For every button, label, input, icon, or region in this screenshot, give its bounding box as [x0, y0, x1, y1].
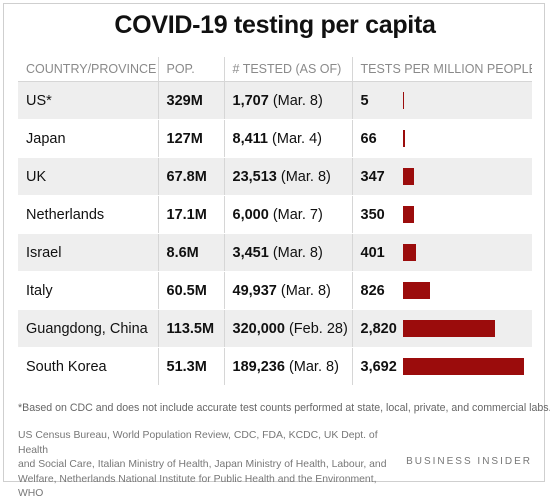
tested-cell: 23,513 (Mar. 8): [223, 157, 352, 196]
population-cell: 8.6M: [157, 233, 224, 272]
table-row: Italy 60.5M 49,937 (Mar. 8) 826: [18, 271, 532, 310]
table-row: South Korea 51.3M 189,236 (Mar. 8) 3,692: [18, 347, 532, 386]
per-million-bar: [402, 358, 524, 375]
per-million-cell: 2,820: [351, 309, 532, 348]
per-million-bar: [402, 282, 430, 299]
country-cell: Japan: [18, 119, 158, 158]
table-row: UK 67.8M 23,513 (Mar. 8) 347: [18, 157, 532, 196]
population-cell: 51.3M: [157, 347, 224, 386]
per-million-cell: 826: [351, 271, 532, 310]
chart-title: COVID-19 testing per capita: [114, 11, 436, 39]
per-million-bar: [402, 244, 416, 261]
column-header-pop: POP.: [157, 57, 224, 82]
chart-frame: [3, 3, 545, 482]
per-million-bar: [402, 168, 414, 185]
country-cell: Guangdong, China: [18, 309, 158, 348]
per-million-label: 401: [360, 244, 385, 261]
tested-count: 6,000: [232, 206, 269, 223]
population-cell: 113.5M: [157, 309, 224, 348]
source-note: US Census Bureau, World Population Revie…: [18, 429, 398, 502]
country-cell: South Korea: [18, 347, 158, 386]
header-row: COUNTRY/PROVINCE POP. # TESTED (AS OF) T…: [18, 57, 532, 82]
tested-count: 320,000: [232, 320, 285, 337]
tested-cell: 3,451 (Mar. 8): [223, 233, 352, 272]
column-header-country: COUNTRY/PROVINCE: [18, 57, 158, 82]
source-line: and Social Care, Italian Ministry of Hea…: [18, 459, 387, 470]
population-cell: 60.5M: [157, 271, 224, 310]
country-cell: UK: [18, 157, 158, 196]
tested-date: (Mar. 8): [272, 92, 323, 109]
source-line: Welfare, Netherlands National Institute …: [18, 473, 377, 500]
table-row: Guangdong, China 113.5M 320,000 (Feb. 28) 2…: [18, 309, 532, 348]
per-million-label: 2,820: [360, 320, 397, 337]
per-million-cell: 347: [351, 157, 532, 196]
testing-table: COUNTRY/PROVINCE POP. # TESTED (AS OF) T…: [18, 57, 532, 386]
tested-count: 189,236: [232, 358, 285, 375]
column-header-tested: # TESTED (AS OF): [223, 57, 352, 82]
country-cell: US*: [18, 81, 158, 120]
table-row: Netherlands 17.1M 6,000 (Mar. 7) 350: [18, 195, 532, 234]
tested-date: (Feb. 28): [288, 320, 348, 337]
source-line: US Census Bureau, World Population Revie…: [18, 430, 378, 456]
tested-date: (Mar. 8): [280, 282, 331, 299]
table-row: Japan 127M 8,411 (Mar. 4) 66: [18, 119, 532, 158]
per-million-label: 826: [360, 282, 385, 299]
table-row: US* 329M 1,707 (Mar. 8) 5: [18, 81, 532, 120]
tested-date: (Mar. 8): [280, 168, 331, 185]
per-million-label: 66: [360, 130, 377, 147]
population-cell: 127M: [157, 119, 224, 158]
country-cell: Israel: [18, 233, 158, 272]
population-cell: 17.1M: [157, 195, 224, 234]
tested-cell: 6,000 (Mar. 7): [223, 195, 352, 234]
per-million-bar: [402, 320, 495, 337]
population-cell: 67.8M: [157, 157, 224, 196]
per-million-label: 347: [360, 168, 385, 185]
per-million-label: 350: [360, 206, 385, 223]
tested-cell: 49,937 (Mar. 8): [223, 271, 352, 310]
tested-cell: 320,000 (Feb. 28): [223, 309, 352, 348]
tested-date: (Mar. 7): [272, 206, 323, 223]
population-cell: 329M: [157, 81, 224, 120]
tested-cell: 1,707 (Mar. 8): [223, 81, 352, 120]
tested-date: (Mar. 4): [272, 130, 322, 147]
per-million-bar: [402, 92, 404, 109]
per-million-label: 3,692: [360, 358, 397, 375]
per-million-cell: 66: [351, 119, 532, 158]
country-cell: Netherlands: [18, 195, 158, 234]
tested-count: 3,451: [232, 244, 269, 261]
per-million-label: 5: [360, 92, 369, 109]
tested-cell: 8,411 (Mar. 4): [223, 119, 352, 158]
publisher-logo: BUSINESS INSIDER: [406, 456, 532, 467]
table-body: US* 329M 1,707 (Mar. 8) 5 Japan 127M 8,411 (Ma…: [18, 81, 532, 386]
tested-date: (Mar. 8): [272, 244, 323, 261]
per-million-cell: 5: [351, 81, 532, 120]
column-header-per-million: TESTS PER MILLION PEOPLE: [351, 57, 532, 82]
tested-date: (Mar. 8): [288, 358, 339, 375]
per-million-cell: 3,692: [351, 347, 532, 386]
tested-count: 1,707: [232, 92, 269, 109]
tested-cell: 189,236 (Mar. 8): [223, 347, 352, 386]
table-row: Israel 8.6M 3,451 (Mar. 8) 401: [18, 233, 532, 272]
tested-count: 8,411: [232, 130, 269, 147]
per-million-cell: 350: [351, 195, 532, 234]
per-million-bar: [402, 130, 405, 147]
per-million-cell: 401: [351, 233, 532, 272]
footnote: *Based on CDC and does not include accur…: [18, 402, 550, 414]
country-cell: Italy: [18, 271, 158, 310]
tested-count: 23,513: [232, 168, 277, 185]
tested-count: 49,937: [232, 282, 277, 299]
per-million-bar: [402, 206, 414, 223]
